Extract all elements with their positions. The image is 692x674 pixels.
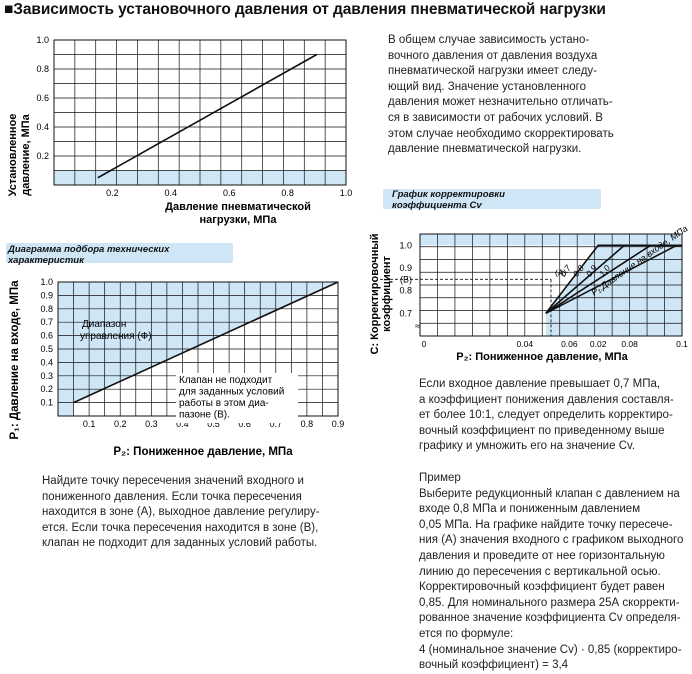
chart3-x-tick: 0.02 — [590, 339, 607, 349]
cv-banner — [383, 189, 601, 209]
chart2-boundary-line — [73, 281, 339, 404]
chart1-grid: 0.2 0.4 0.6 0.8 1.0 0.2 0.4 0.6 0.8 1.0 — [36, 35, 352, 198]
chart1-y-title-line2: давление, МПа — [20, 113, 32, 195]
chart2-x-tick: 0.5 — [207, 419, 220, 429]
chart2-x-tick: 0.7 — [270, 419, 283, 429]
chart3-axis-break: ≈ — [415, 321, 420, 331]
chart3-x-tick: 0.04 — [517, 339, 534, 349]
chart3-y-tick: 0.9 — [399, 263, 412, 273]
chart3-x-tick: 0.1 — [676, 339, 688, 349]
chart3-x-tick: 0 — [422, 339, 427, 349]
chart2-x-tick: 0.6 — [238, 419, 251, 429]
cv-correction-chart: 0.70.80.91.0(A) P₁:Давление на входе, МПа… — [369, 224, 690, 363]
chart1-x-tick: 0.4 — [165, 188, 178, 198]
chart2-x-tick: 0.9 — [332, 419, 345, 429]
chart2-zone-a-fill — [58, 282, 338, 416]
chart2-y-tick: 0.9 — [40, 290, 53, 300]
chart2-y-tick: 0.1 — [40, 398, 53, 408]
chart1-y-tick: 0.8 — [36, 64, 49, 74]
chart3-y-tick: (B) — [400, 274, 412, 284]
chart3-x-tick: 0.06 — [561, 339, 578, 349]
chart1-y-tick: 0.2 — [36, 151, 49, 161]
chart3-point-label: (A) — [555, 267, 567, 277]
chart1-x-title-line2: нагрузки, МПа — [200, 214, 278, 226]
chart1-y-tick: 1.0 — [36, 35, 49, 45]
chart3-body: 0.70.80.91.0(A) P₁:Давление на входе, МПа… — [380, 224, 690, 349]
right-instructions: Если входное давление превышает 0,7 МПа,… — [419, 378, 674, 453]
chart3-y-tick: 1.0 — [399, 240, 412, 250]
chart1-x-tick: 1.0 — [340, 188, 353, 198]
chart3-white-area — [420, 245, 599, 336]
chart2-x-tick: 0.1 — [83, 419, 96, 429]
chart1-y-title-line1: Установленное — [7, 114, 19, 197]
left-instructions: Найдите точку пересечения значений входн… — [42, 475, 320, 550]
chart2-x-tick: 0.8 — [301, 419, 314, 429]
chart2-body: 0.1 0.2 0.3 0.4 0.5 0.6 0.7 0.8 0.9 0.1 0.2 0.3 0.4 0… — [40, 277, 344, 429]
chart1-y-tick: 0.6 — [36, 93, 49, 103]
chart2-y-tick: 0.3 — [40, 371, 53, 381]
chart2-y-tick: 0.8 — [40, 304, 53, 314]
set-pressure-chart: 0.2 0.4 0.6 0.8 1.0 0.2 0.4 0.6 0.8 1.0 Установле… — [7, 35, 352, 226]
chart2-y-tick: 0.6 — [40, 331, 53, 341]
chart3-curve — [545, 244, 682, 315]
selection-banner — [6, 243, 233, 263]
chart2-zone-a-label: Диапазон управления (Ф) — [80, 319, 152, 342]
chart1-x-title-line1: Давление пневматической — [165, 201, 311, 213]
selection-chart: 0.1 0.2 0.3 0.4 0.5 0.6 0.7 0.8 0.9 0.1 0.2 0.3 0.4 0… — [9, 277, 344, 458]
chart3-x-tick: 0.08 — [621, 339, 638, 349]
chart1-series-line — [97, 53, 318, 179]
chart1-x-tick: 0.6 — [223, 188, 236, 198]
chart1-frame — [53, 39, 347, 186]
chart3-y-title-line1: С: Корректировочный — [369, 234, 381, 355]
chart3-y-tick: 0.7 — [399, 308, 412, 318]
chart2-y-title: P₁: Давление на входе, МПа — [9, 280, 21, 440]
chart3-x-title: P₂: Пониженное давление, МПа — [456, 351, 628, 363]
chart1-x-tick: 0.2 — [106, 188, 119, 198]
intro-paragraph: В общем случае зависимость устано- вочно… — [388, 34, 614, 156]
chart2-zone-b-box — [176, 373, 298, 423]
chart3-y-tick: 0.8 — [399, 286, 412, 296]
chart2-y-tick: 0.4 — [40, 357, 53, 367]
selection-banner-text: Диаграмма подбора технических характерис… — [8, 244, 170, 266]
chart2-y-tick: 0.5 — [40, 344, 53, 354]
chart2-y-tick: 0.2 — [40, 384, 53, 394]
chart2-x-tick: 0.2 — [114, 419, 127, 429]
chart2-y-tick: 0.7 — [40, 317, 53, 327]
chart3-curve — [545, 244, 682, 315]
chart2-x-tick: 0.4 — [176, 419, 189, 429]
chart2-zone-b-label: Клапан не подходит для заданных условий ра… — [179, 375, 284, 421]
chart2-x-tick: 0.3 — [145, 419, 158, 429]
chart1-x-tick: 0.8 — [281, 188, 294, 198]
example-paragraph: Пример Выберите редукционный клапан с да… — [419, 472, 684, 672]
chart2-x-title: P₂: Пониженное давление, МПа — [113, 446, 293, 458]
chart3-y-title-line2: коэффициент — [381, 256, 393, 332]
cv-banner-text: График корректировки коэффициента Cv — [392, 189, 505, 211]
chart2-y-tick: 1.0 — [40, 277, 53, 287]
chart1-y-tick: 0.4 — [36, 122, 49, 132]
page-title: ■Зависимость установочного давления от д… — [4, 1, 606, 18]
